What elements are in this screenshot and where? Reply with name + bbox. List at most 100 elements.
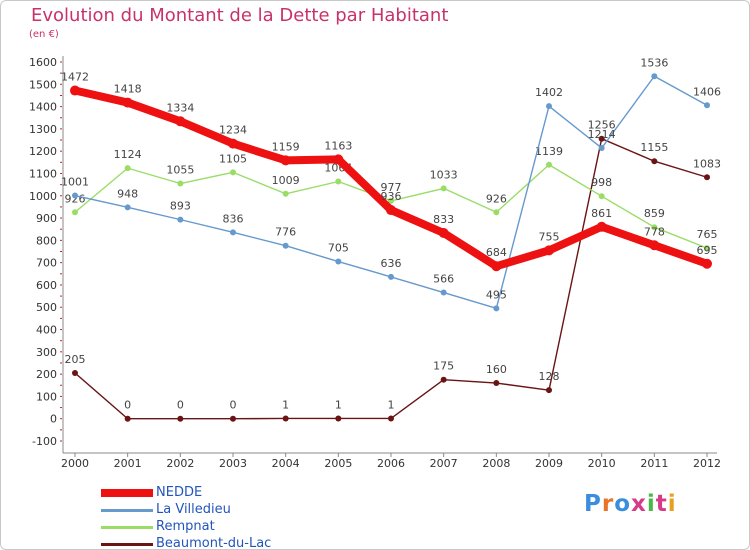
series-nedde: 1472 1418 1334 1234 1159 1163 936 833 684 755 861 7… — [61, 71, 718, 272]
proxiti-logo: Proxiti — [584, 491, 677, 517]
data-label: 175 — [433, 360, 454, 373]
y-tick-label: 1000 — [29, 190, 57, 203]
x-tick-label: 2003 — [219, 457, 247, 470]
x-tick-label: 2012 — [693, 457, 721, 470]
data-label: 755 — [539, 230, 560, 243]
data-point — [72, 209, 78, 216]
data-point — [704, 102, 710, 109]
data-point — [282, 415, 289, 422]
x-tick-label: 2009 — [535, 457, 563, 470]
logo-letter: x — [631, 491, 647, 517]
data-label: 859 — [644, 207, 665, 220]
y-tick-label: 100 — [36, 390, 57, 403]
data-point — [124, 204, 131, 211]
y-tick-label: 300 — [36, 346, 57, 359]
data-point — [491, 261, 502, 272]
data-label: 836 — [223, 212, 244, 225]
y-tick-label: 1500 — [29, 78, 57, 91]
data-label: 1402 — [535, 86, 563, 99]
data-point — [598, 135, 605, 142]
data-point — [704, 174, 710, 181]
data-label: 1 — [335, 398, 342, 411]
data-label: 926 — [486, 192, 507, 205]
data-label: 0 — [124, 399, 131, 412]
data-label: 1001 — [61, 176, 89, 189]
x-tick-label: 2000 — [61, 457, 89, 470]
data-label: 1536 — [640, 56, 668, 69]
data-point — [651, 73, 658, 80]
data-label: 1256 — [588, 119, 616, 132]
y-tick-label: 200 — [36, 368, 57, 381]
series-la-villedieu: 1001 948 893 836 776 705 636 566 495 1402 1214 1536… — [61, 56, 721, 312]
x-tick-label: 2007 — [430, 457, 458, 470]
data-label: 695 — [697, 244, 718, 257]
data-label: 1163 — [324, 139, 352, 152]
data-point — [596, 221, 607, 232]
data-point — [440, 289, 447, 296]
data-label: 1 — [282, 398, 289, 411]
data-label: 1033 — [430, 168, 458, 181]
data-point — [544, 245, 554, 256]
data-point — [280, 155, 291, 166]
y-tick-label: -100 — [32, 435, 57, 448]
legend-label: NEDDE — [156, 485, 203, 500]
data-point — [124, 415, 131, 422]
x-tick-label: 2001 — [114, 457, 142, 470]
chart-unit-label: (en €) — [29, 29, 59, 40]
data-label: 160 — [486, 363, 507, 376]
data-point — [282, 190, 289, 197]
data-label: 977 — [381, 181, 402, 194]
y-tick-label: 1400 — [29, 101, 57, 114]
data-point — [230, 415, 236, 422]
y-tick-label: 900 — [36, 212, 57, 225]
legend-swatch — [101, 526, 153, 529]
logo-letter: i — [646, 491, 656, 517]
data-label: 893 — [170, 200, 191, 213]
y-tick-label: 1200 — [29, 145, 57, 158]
data-label: 1214 — [588, 128, 616, 141]
data-label: 1472 — [61, 71, 89, 84]
x-tick-label: 2011 — [640, 457, 668, 470]
data-label: 1418 — [114, 83, 142, 96]
y-tick-label: 600 — [36, 279, 57, 292]
logo-letter: P — [584, 491, 602, 517]
data-label: 1334 — [166, 101, 194, 114]
data-label: 495 — [486, 288, 507, 301]
data-point — [335, 258, 342, 265]
data-point — [228, 138, 238, 149]
data-point — [177, 415, 184, 422]
y-tick-label: 1300 — [29, 123, 57, 136]
data-label: 948 — [117, 187, 138, 200]
data-label: 1009 — [272, 174, 300, 187]
data-label: 998 — [591, 176, 612, 189]
legend-label: La Villedieu — [156, 502, 231, 517]
logo-letter: t — [655, 491, 668, 517]
y-tick-label: 1600 — [29, 56, 57, 69]
logo-letter: r — [601, 491, 615, 517]
legend-swatch — [101, 543, 153, 546]
data-label: 205 — [65, 353, 86, 366]
x-tick-label: 2010 — [588, 457, 616, 470]
x-tick-label: 2002 — [166, 457, 194, 470]
data-point — [124, 165, 131, 172]
y-tick-label: 400 — [36, 324, 57, 337]
data-label: 1159 — [272, 140, 300, 153]
logo-letter: i — [667, 491, 677, 517]
legend-swatch — [101, 489, 153, 497]
data-point — [546, 387, 552, 394]
data-label: 1406 — [693, 85, 721, 98]
data-label: 566 — [433, 273, 454, 286]
data-label: 1083 — [693, 157, 721, 170]
data-point — [440, 376, 447, 383]
data-label: 833 — [433, 213, 454, 226]
y-tick-label: 0 — [50, 413, 57, 426]
data-point — [333, 154, 344, 165]
data-label: 1155 — [640, 141, 668, 154]
data-point — [335, 178, 342, 185]
data-label: 776 — [275, 226, 296, 239]
data-point — [649, 240, 660, 251]
data-point — [335, 415, 342, 422]
data-point — [72, 370, 78, 377]
legend-swatch — [101, 509, 153, 512]
data-point — [598, 193, 605, 200]
